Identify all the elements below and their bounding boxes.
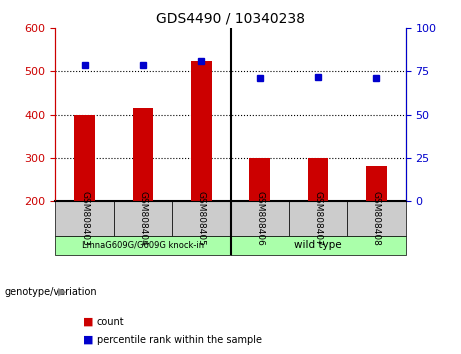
Text: ▶: ▶	[58, 287, 66, 297]
Text: count: count	[97, 317, 124, 327]
FancyBboxPatch shape	[172, 201, 230, 236]
Bar	[191, 61, 212, 201]
Text: genotype/variation: genotype/variation	[5, 287, 97, 297]
FancyBboxPatch shape	[55, 236, 230, 255]
Bar	[308, 158, 328, 201]
Bar	[366, 166, 387, 201]
FancyBboxPatch shape	[289, 201, 347, 236]
Text: GSM808408: GSM808408	[372, 191, 381, 246]
FancyBboxPatch shape	[347, 201, 406, 236]
Bar	[133, 108, 153, 201]
Text: GSM808407: GSM808407	[313, 191, 323, 246]
FancyBboxPatch shape	[230, 201, 289, 236]
Text: ■: ■	[83, 335, 94, 345]
Text: GSM808404: GSM808404	[138, 192, 148, 246]
Text: LmnaG609G/G609G knock-in: LmnaG609G/G609G knock-in	[82, 241, 204, 250]
Bar	[249, 158, 270, 201]
Bar	[74, 115, 95, 201]
FancyBboxPatch shape	[114, 201, 172, 236]
FancyBboxPatch shape	[55, 201, 114, 236]
Text: percentile rank within the sample: percentile rank within the sample	[97, 335, 262, 345]
Text: GSM808406: GSM808406	[255, 191, 264, 246]
Text: GSM808403: GSM808403	[80, 191, 89, 246]
FancyBboxPatch shape	[230, 236, 406, 255]
Text: ■: ■	[83, 317, 94, 327]
Title: GDS4490 / 10340238: GDS4490 / 10340238	[156, 12, 305, 26]
Text: wild type: wild type	[294, 240, 342, 250]
Text: GSM808405: GSM808405	[197, 191, 206, 246]
